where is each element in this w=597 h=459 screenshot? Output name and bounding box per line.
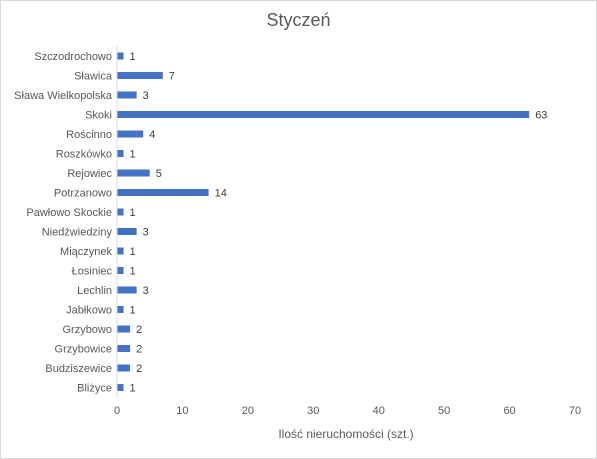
x-tick-label: 60: [503, 405, 515, 417]
x-tick-label: 40: [373, 405, 385, 417]
data-label: 5: [156, 168, 162, 180]
data-label: 4: [149, 129, 155, 141]
category-label: Pawłowo Skockie: [26, 207, 112, 219]
x-tick-label: 0: [114, 405, 120, 417]
category-label: Szczodrochowo: [34, 51, 112, 63]
data-label: 2: [136, 363, 142, 375]
data-label: 63: [535, 110, 547, 122]
data-label: 1: [130, 246, 136, 258]
bar: [117, 111, 530, 118]
data-label: 2: [136, 324, 142, 336]
bar: [117, 267, 124, 274]
bar: [117, 228, 137, 235]
bar: [117, 150, 124, 157]
category-label: Niedźwiedziny: [42, 227, 113, 239]
bar: [117, 286, 137, 294]
data-label: 1: [130, 51, 136, 63]
data-label: 1: [130, 207, 136, 219]
x-tick-labels: 0 10 20 30 40 50 60 70: [114, 405, 581, 417]
data-label: 14: [215, 188, 227, 200]
x-tick-label: 50: [438, 405, 450, 417]
bar: [117, 345, 131, 352]
data-label: 1: [130, 149, 136, 161]
category-label: Skoki: [85, 110, 112, 122]
chart-title: Styczeń: [266, 10, 331, 30]
x-axis-title: Ilość nieruchomości (szt.): [278, 427, 414, 441]
category-label: Grzybowice: [55, 344, 112, 356]
category-label: Potrzanowo: [54, 188, 112, 200]
bar: [117, 130, 144, 138]
data-label: 7: [169, 71, 175, 83]
bar: [117, 306, 124, 313]
category-label: Sławica: [74, 71, 113, 83]
data-label: 3: [143, 285, 149, 297]
bars: [117, 52, 530, 391]
x-tick-label: 70: [569, 405, 581, 417]
bar: [117, 247, 124, 255]
bar: [117, 364, 131, 372]
bar: [117, 208, 124, 216]
category-label: Grzybowo: [62, 324, 112, 336]
data-label: 1: [130, 305, 136, 317]
bar: [117, 91, 137, 99]
category-label: Roszkówko: [56, 149, 112, 161]
data-label: 3: [143, 90, 149, 102]
x-tick-label: 20: [242, 405, 254, 417]
bar: [117, 384, 124, 391]
data-label: 1: [130, 266, 136, 278]
category-label: Sława Wielkopolska: [14, 90, 113, 102]
x-tick-label: 10: [176, 405, 188, 417]
category-label: Budziszewice: [45, 363, 112, 375]
category-label: Rościnno: [66, 129, 112, 141]
bar: [117, 325, 131, 333]
category-labels: Szczodrochowo Sławica Sława Wielkopolska Sk…: [14, 51, 113, 395]
data-label: 3: [143, 227, 149, 239]
category-label: Miączynek: [60, 246, 112, 258]
category-label: Jabłkowo: [66, 305, 112, 317]
category-label: Rejowiec: [67, 168, 112, 180]
x-tick-label: 30: [307, 405, 319, 417]
category-label: Łosiniec: [72, 266, 113, 278]
bar: [117, 169, 150, 177]
category-label: Bliżyce: [77, 383, 112, 395]
data-label: 2: [136, 344, 142, 356]
bar: [117, 52, 124, 60]
data-label: 1: [130, 383, 136, 395]
category-label: Lechlin: [77, 285, 112, 297]
bar: [117, 189, 209, 196]
bar: [117, 72, 163, 79]
